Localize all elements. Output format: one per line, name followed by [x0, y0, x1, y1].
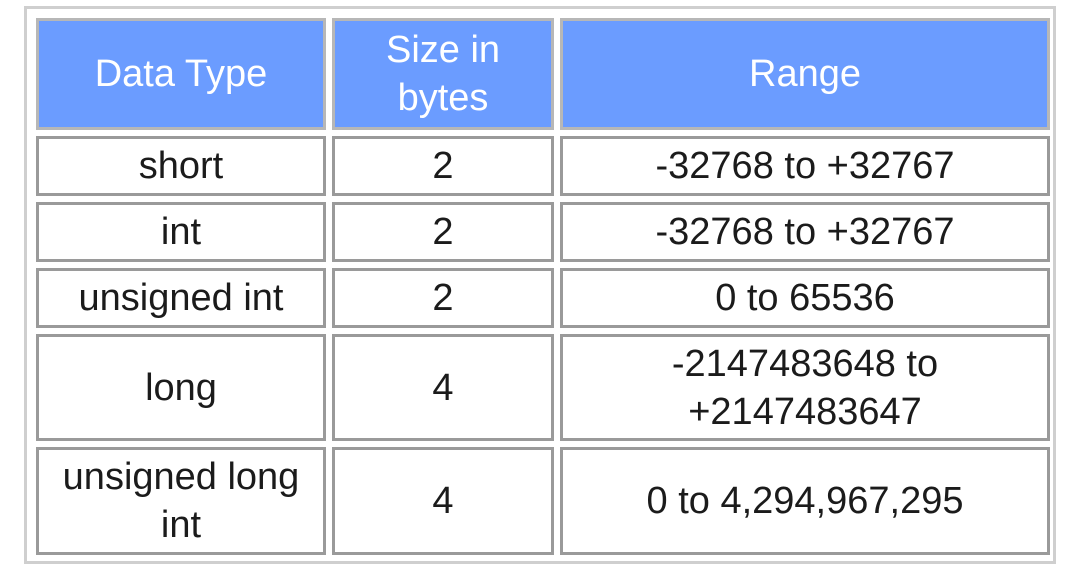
- cell-data-type: long: [36, 334, 326, 441]
- cell-size: 4: [332, 334, 554, 441]
- table-row: short 2 -32768 to +32767: [36, 136, 1050, 196]
- table-header-row: Data Type Size in bytes Range: [36, 18, 1050, 130]
- cell-data-type: short: [36, 136, 326, 196]
- table-frame: [24, 6, 1056, 564]
- cell-size: 2: [332, 268, 554, 328]
- cell-size: 2: [332, 202, 554, 262]
- header-range: Range: [560, 18, 1050, 130]
- cell-range: 0 to 65536: [560, 268, 1050, 328]
- cell-data-type: int: [36, 202, 326, 262]
- table-row: long 4 -2147483648 to +2147483647: [36, 334, 1050, 441]
- cell-range: 0 to 4,294,967,295: [560, 447, 1050, 555]
- cell-size: 2: [332, 136, 554, 196]
- header-size-in-bytes: Size in bytes: [332, 18, 554, 130]
- cell-range: -2147483648 to +2147483647: [560, 334, 1050, 441]
- data-types-table: Data Type Size in bytes Range short 2 -3…: [30, 12, 1056, 561]
- cell-size: 4: [332, 447, 554, 555]
- cell-data-type: unsigned long int: [36, 447, 326, 555]
- header-data-type: Data Type: [36, 18, 326, 130]
- cell-range: -32768 to +32767: [560, 202, 1050, 262]
- table-row: unsigned int 2 0 to 65536: [36, 268, 1050, 328]
- cell-data-type: unsigned int: [36, 268, 326, 328]
- table-row: int 2 -32768 to +32767: [36, 202, 1050, 262]
- cell-range: -32768 to +32767: [560, 136, 1050, 196]
- table-row: unsigned long int 4 0 to 4,294,967,295: [36, 447, 1050, 555]
